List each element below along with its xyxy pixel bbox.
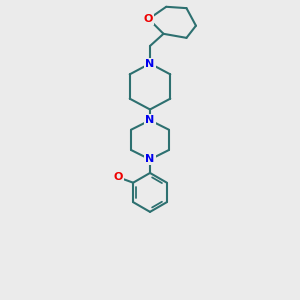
Text: N: N (146, 154, 154, 164)
Text: O: O (144, 14, 153, 24)
Text: N: N (146, 115, 154, 125)
Text: N: N (146, 58, 154, 68)
Text: O: O (114, 172, 123, 182)
